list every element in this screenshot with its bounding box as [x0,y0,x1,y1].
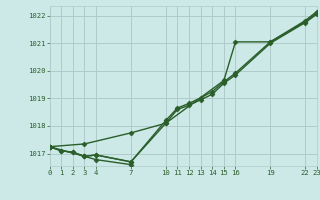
Text: Graphe pression niveau de la mer (hPa): Graphe pression niveau de la mer (hPa) [60,185,260,194]
